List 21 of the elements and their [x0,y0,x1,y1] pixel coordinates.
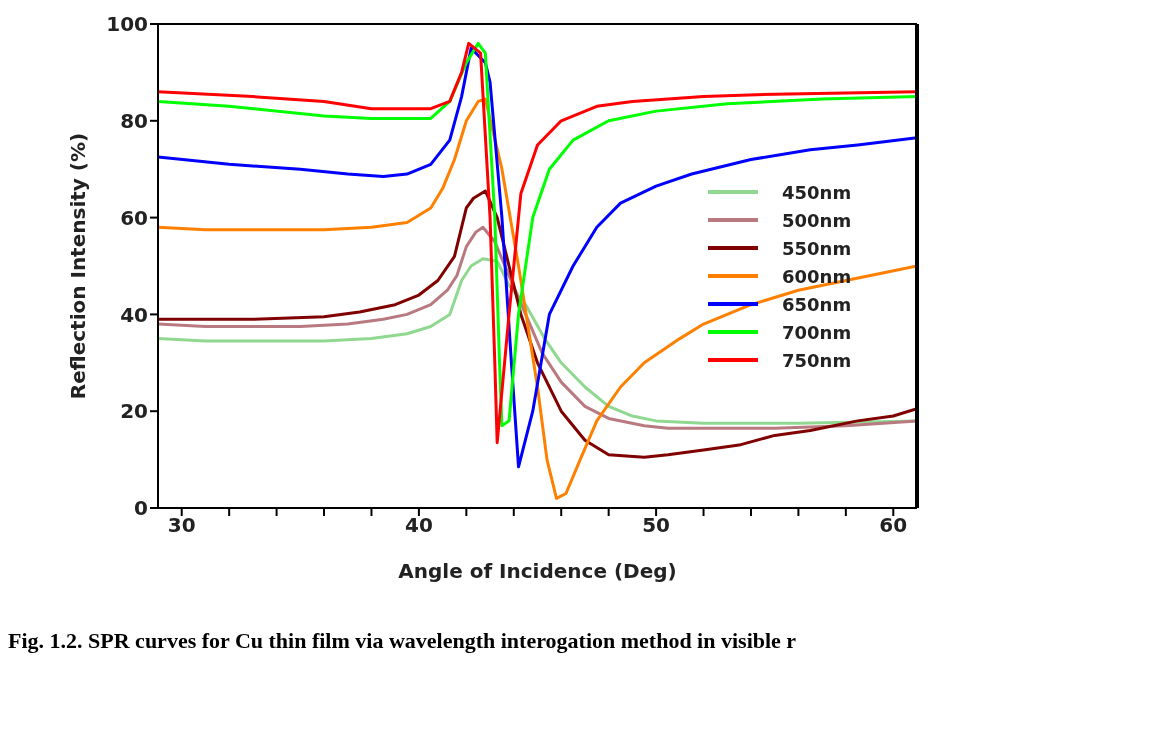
y-tick-label: 0 [134,496,148,521]
y-tick-label: 60 [120,205,148,230]
x-tick-label: 40 [404,513,433,538]
x-axis-title: Angle of Incidence (Deg) [398,559,677,583]
y-tick-label: 20 [120,399,148,424]
y-tick-label: 40 [120,302,148,327]
caption: Fig. 1.2. SPR curves for Cu thin film via wavelength interogation method in visible r [8,628,798,654]
x-tick-label: 60 [879,513,908,538]
legend-label: 550nm [782,237,852,259]
line-series [158,97,917,500]
legend-label: 650nm [782,293,852,315]
legend-label: 450nm [782,181,852,203]
legend-label: 750nm [782,349,852,371]
y-axis-title: Reflection Intensity (%) [66,132,91,400]
y-tick-label: 100 [106,12,148,37]
legend-label: 600nm [782,265,852,287]
x-tick-label: 30 [167,513,196,538]
legend-label: 500nm [782,209,852,231]
x-tick-label: 50 [642,513,671,538]
y-tick-label: 80 [120,108,148,133]
legend-label: 700nm [782,321,852,343]
